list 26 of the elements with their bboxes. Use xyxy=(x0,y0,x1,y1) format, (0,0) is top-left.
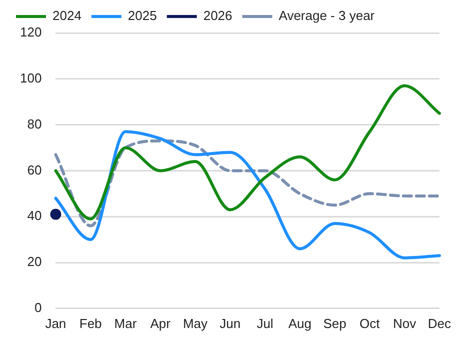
legend-label: 2025 xyxy=(128,8,157,24)
line-series xyxy=(54,84,441,220)
x-tick-label: Aug xyxy=(288,316,312,331)
y-tick-label: 40 xyxy=(27,208,42,224)
x-tick-label: Apr xyxy=(150,316,172,331)
x-tick-label: Sep xyxy=(323,316,346,331)
line-series xyxy=(54,139,441,228)
legend-label: 2024 xyxy=(52,8,82,24)
y-tick-label: 80 xyxy=(27,116,42,132)
y-tick-label: 120 xyxy=(20,24,42,40)
x-tick-label: Oct xyxy=(360,316,380,331)
y-tick-label: 60 xyxy=(27,162,42,178)
y-tick-label: 20 xyxy=(27,254,42,270)
x-tick-label: Jun xyxy=(220,316,241,331)
x-tick-label: Nov xyxy=(392,316,417,331)
legend-label: Average - 3 year xyxy=(278,8,376,24)
line-series xyxy=(54,130,441,260)
x-tick-label: May xyxy=(182,316,208,331)
x-tick-label: Jan xyxy=(45,316,66,331)
y-tick-label: 100 xyxy=(20,70,42,86)
x-tick-label: Jul xyxy=(256,316,274,331)
legend-label: 2026 xyxy=(203,8,232,24)
x-tick-label: Feb xyxy=(79,316,102,331)
x-tick-label: Dec xyxy=(428,316,452,331)
x-tick-label: Mar xyxy=(114,316,138,331)
y-tick-label: 0 xyxy=(34,300,42,315)
